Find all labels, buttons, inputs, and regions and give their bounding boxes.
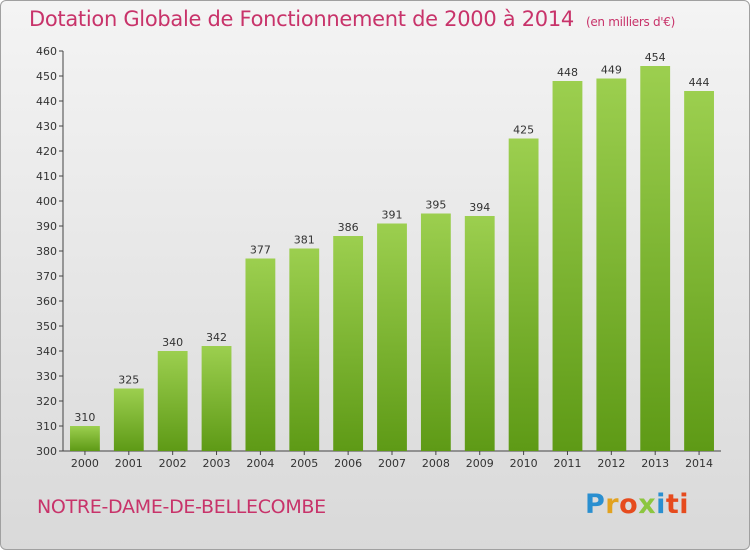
bar-2008 <box>420 213 451 451</box>
y-tick-label: 310 <box>36 420 57 433</box>
data-label-2013: 454 <box>645 51 666 64</box>
y-tick-label: 380 <box>36 245 57 258</box>
y-tick-label: 450 <box>36 70 57 83</box>
y-tick-label: 360 <box>36 295 57 308</box>
x-tick-label-2005: 2005 <box>290 457 318 470</box>
y-tick-label: 330 <box>36 370 57 383</box>
data-label-2009: 394 <box>469 201 490 214</box>
y-tick-label: 390 <box>36 220 57 233</box>
y-tick-label: 430 <box>36 120 57 133</box>
proxiti-logo[interactable]: Proxiti <box>585 489 690 520</box>
x-tick-label-2007: 2007 <box>378 457 406 470</box>
data-label-2000: 310 <box>74 411 95 424</box>
x-tick-label-2012: 2012 <box>597 457 625 470</box>
y-tick-label: 440 <box>36 95 57 108</box>
data-label-2011: 448 <box>557 66 578 79</box>
x-tick-label-2000: 2000 <box>71 457 99 470</box>
bar-2006 <box>333 236 364 451</box>
data-label-2003: 342 <box>206 331 227 344</box>
y-tick-label: 320 <box>36 395 57 408</box>
bar-2010 <box>508 138 539 451</box>
bar-2013 <box>640 66 671 451</box>
bar-2012 <box>596 78 627 451</box>
x-tick-label-2003: 2003 <box>203 457 231 470</box>
data-label-2001: 325 <box>118 374 139 387</box>
y-tick-label: 410 <box>36 170 57 183</box>
x-tick-label-2009: 2009 <box>466 457 494 470</box>
data-label-2008: 395 <box>425 199 446 212</box>
bar-2001 <box>113 388 144 451</box>
data-label-2002: 340 <box>162 336 183 349</box>
x-tick-label-2008: 2008 <box>422 457 450 470</box>
bar-2011 <box>552 81 583 451</box>
data-label-2012: 449 <box>601 64 622 77</box>
y-tick-label: 460 <box>36 45 57 58</box>
chart-unit-label: (en milliers d'€) <box>585 15 675 29</box>
x-tick-label-2006: 2006 <box>334 457 362 470</box>
x-tick-label-2001: 2001 <box>115 457 143 470</box>
chart-axes: 300 310 320 330 340 350 360 370 380 390 400 410 420 4… <box>36 45 721 470</box>
data-label-2005: 381 <box>294 234 315 247</box>
x-tick-label-2010: 2010 <box>510 457 538 470</box>
bar-2003 <box>201 346 232 451</box>
y-tick-label: 350 <box>36 320 57 333</box>
data-label-2010: 425 <box>513 124 534 137</box>
bar-2002 <box>157 351 188 451</box>
data-label-2014: 444 <box>689 76 710 89</box>
commune-name: NOTRE-DAME-DE-BELLECOMBE <box>37 496 326 518</box>
data-label-2006: 386 <box>338 221 359 234</box>
data-label-2004: 377 <box>250 244 271 257</box>
bar-2000 <box>70 426 100 451</box>
chart-bars: 310 325 340 342 377 381 386 391 395 394 425 448 449 4… <box>70 51 714 451</box>
x-tick-label-2004: 2004 <box>246 457 274 470</box>
y-tick-label: 340 <box>36 345 57 358</box>
y-tick-label: 370 <box>36 270 57 283</box>
x-tick-label-2011: 2011 <box>553 457 581 470</box>
bar-2005 <box>289 248 320 451</box>
x-tick-label-2013: 2013 <box>641 457 669 470</box>
bar-2014 <box>684 91 714 451</box>
bar-2004 <box>245 258 276 451</box>
y-tick-label: 400 <box>36 195 57 208</box>
chart-title: Dotation Globale de Fonctionnement de 20… <box>29 7 675 31</box>
bar-2007 <box>377 223 407 451</box>
y-tick-label: 420 <box>36 145 57 158</box>
x-tick-label-2002: 2002 <box>159 457 187 470</box>
chart-title-text: Dotation Globale de Fonctionnement de 20… <box>29 7 574 31</box>
y-tick-label: 300 <box>36 445 57 458</box>
data-label-2007: 391 <box>382 209 403 222</box>
x-tick-label-2014: 2014 <box>685 457 713 470</box>
bar-2009 <box>464 216 495 451</box>
